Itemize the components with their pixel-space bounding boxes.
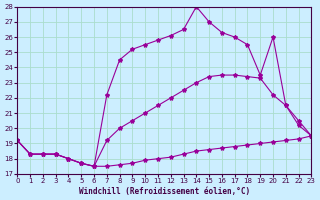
X-axis label: Windchill (Refroidissement éolien,°C): Windchill (Refroidissement éolien,°C)	[79, 187, 250, 196]
